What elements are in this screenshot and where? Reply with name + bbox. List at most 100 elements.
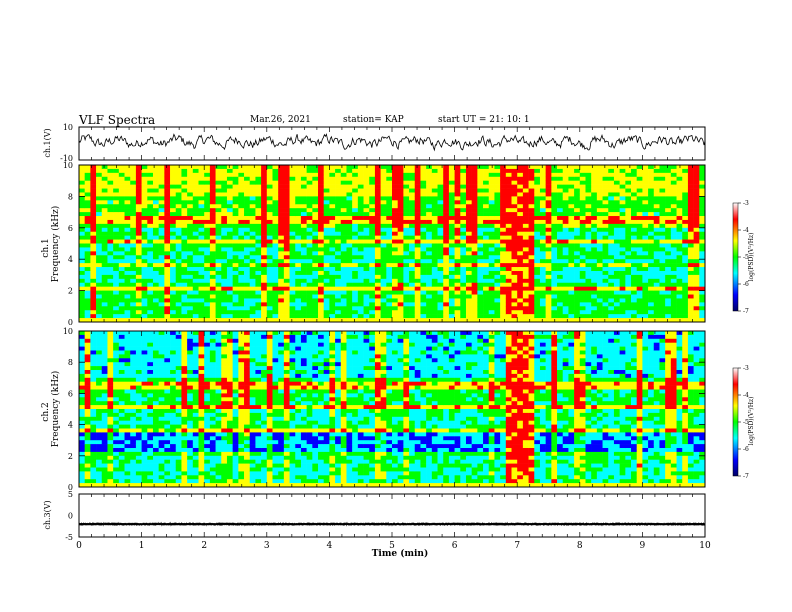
spectrogram-cell <box>198 294 205 299</box>
spectrogram-cell <box>101 436 108 441</box>
spectrogram-cell <box>608 286 615 291</box>
spectrogram-cell <box>261 306 268 311</box>
spectrogram-cell <box>414 306 421 311</box>
spectrogram-cell <box>96 455 103 460</box>
spectrogram-cell <box>374 290 381 295</box>
spectrogram-cell <box>500 231 507 236</box>
spectrogram-cell <box>90 251 97 256</box>
spectrogram-cell <box>693 263 700 268</box>
spectrogram-cell <box>329 212 336 217</box>
spectrogram-cell <box>295 172 302 178</box>
spectrogram-cell <box>505 219 512 225</box>
spectrogram-cell <box>147 204 154 209</box>
spectrogram-cell <box>585 200 592 205</box>
spectrogram-cell <box>215 219 222 225</box>
spectrogram-cell <box>96 416 103 421</box>
spectrogram-cell <box>124 200 131 205</box>
spectrogram-cell <box>300 259 307 264</box>
spectrogram-cell <box>209 263 216 268</box>
spectrogram-cell <box>392 196 398 201</box>
spectrogram-cell <box>158 338 165 343</box>
spectrogram-cell <box>278 306 285 311</box>
spectrogram-cell <box>352 243 359 248</box>
spectrogram-cell <box>147 451 154 457</box>
spectrogram-cell <box>323 196 330 201</box>
spectrogram-cell <box>209 278 216 284</box>
spectrogram-cell <box>135 338 142 343</box>
spectrogram-cell <box>608 227 615 233</box>
spectrogram-cell <box>392 251 398 256</box>
spectrogram-cell <box>534 219 541 225</box>
spectrogram-cell <box>477 251 484 256</box>
spectrogram-cell <box>96 358 103 363</box>
spectrogram-cell <box>585 298 592 303</box>
spectrogram-cell <box>642 176 649 181</box>
spectrogram-cell <box>494 192 501 197</box>
spectrogram-cell <box>676 270 683 276</box>
spectrogram-cell <box>631 212 638 217</box>
spectrogram-cell <box>118 223 125 229</box>
spectrogram-cell <box>374 231 381 236</box>
spectrogram-cell <box>665 196 672 201</box>
spectrogram-cell <box>574 231 581 236</box>
spectrogram-cell <box>374 227 381 233</box>
spectrogram-cell <box>289 251 296 256</box>
spectrogram-cell <box>591 216 598 221</box>
spectrogram-cell <box>141 259 148 264</box>
spectrogram-cell <box>420 267 427 272</box>
spectrogram-cell <box>170 227 177 233</box>
spectrogram-cell <box>278 310 285 315</box>
spectrogram-cell <box>539 168 546 174</box>
spectrogram-cell <box>676 306 683 311</box>
spectrogram-cell <box>591 204 598 209</box>
spectrogram-cell <box>232 251 239 256</box>
spectrogram-cell <box>699 212 706 217</box>
spectrogram-cell <box>591 294 598 299</box>
spectrogram-cell <box>152 334 159 340</box>
spectrogram-cell <box>289 278 296 284</box>
spectrogram-cell <box>340 310 347 315</box>
spectrogram-cell <box>693 239 700 244</box>
spectrogram-cell <box>636 227 643 233</box>
spectrogram-cell <box>101 424 108 429</box>
spectrogram-cell <box>608 223 615 229</box>
spectrogram-cell <box>579 263 586 268</box>
spectrogram-cell <box>534 192 541 197</box>
spectrogram-cell <box>232 184 239 189</box>
spectrogram-cell <box>517 212 524 217</box>
spectrogram-cell <box>528 208 535 213</box>
spectrogram-cell <box>107 298 114 303</box>
spectrogram-cell <box>96 212 103 217</box>
spectrogram-cell <box>357 176 364 181</box>
spectrogram-cell <box>471 231 478 236</box>
spectrogram-cell <box>192 188 199 193</box>
spectrogram-cell <box>488 231 495 236</box>
spectrogram-cell <box>517 274 524 280</box>
spectrogram-cell <box>682 255 689 260</box>
spectrogram-cell <box>545 294 552 299</box>
spectrogram-cell <box>130 342 137 347</box>
spectrogram-cell <box>238 267 245 272</box>
spectrogram-cell <box>568 251 575 256</box>
spectrogram-cell <box>596 227 603 233</box>
spectrogram-cell <box>158 239 165 244</box>
spectrogram-cell <box>152 294 159 299</box>
spectrogram-cell <box>545 314 552 319</box>
spectrogram-cell <box>152 212 159 217</box>
spectrogram-cell <box>397 259 404 264</box>
spectrogram-cell <box>483 314 490 319</box>
spectrogram-cell <box>340 219 347 225</box>
spectrogram-cell <box>158 168 165 174</box>
spectrogram-cell <box>670 259 677 264</box>
spectrogram-cell <box>101 251 108 256</box>
spectrogram-cell <box>90 440 97 445</box>
spectrogram-cell <box>539 251 546 256</box>
spectrogram-cell <box>397 318 404 323</box>
spectrogram-cell <box>625 176 632 181</box>
spectrogram-cell <box>118 278 125 284</box>
spectrogram-cell <box>522 176 529 181</box>
spectrogram-cell <box>135 471 142 476</box>
spectrogram-cell <box>175 255 182 260</box>
spectrogram-cell <box>574 204 581 209</box>
spectrogram-cell <box>357 219 364 225</box>
